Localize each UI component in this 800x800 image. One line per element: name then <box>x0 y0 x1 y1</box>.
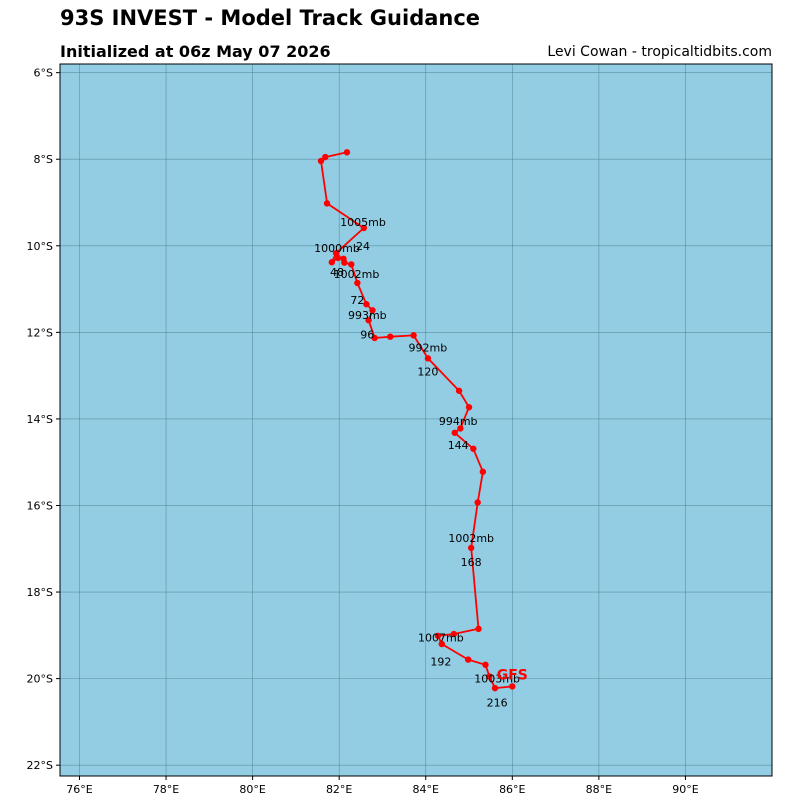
x-tick-label: 76°E <box>66 783 92 796</box>
track-point <box>369 307 376 314</box>
track-annotation: 192 <box>430 655 451 668</box>
track-annotation: 1007mb <box>418 631 464 644</box>
track-annotation: 1000mb <box>314 242 360 255</box>
track-annotation: 216 <box>487 696 508 709</box>
track-point <box>424 355 432 362</box>
track-point <box>328 259 336 266</box>
track-annotation: 1005mb <box>340 216 386 229</box>
track-point <box>348 261 355 268</box>
track-point <box>434 632 442 639</box>
track-annotation: 1002mb <box>334 268 380 281</box>
track-point <box>464 656 472 663</box>
track-point <box>450 630 458 638</box>
y-tick-label: 10°S <box>27 240 53 253</box>
track-point <box>475 625 482 633</box>
chart-subtitle: Initialized at 06z May 07 2026 <box>60 42 331 61</box>
grid-lines <box>60 64 772 776</box>
track-point <box>323 200 331 207</box>
track-point <box>457 425 464 432</box>
track-point <box>467 544 475 552</box>
y-axis: 6°S 8°S 10°S 12°S 14°S 16°S 18°S 20°S 22°S <box>27 67 60 772</box>
track-point <box>470 445 477 452</box>
track-point <box>341 259 348 266</box>
track-point <box>363 301 370 308</box>
track-point <box>486 673 493 680</box>
y-tick-label: 6°S <box>34 67 53 80</box>
y-tick-label: 12°S <box>27 326 53 339</box>
track-annotation: 72 <box>350 294 364 307</box>
track-point <box>509 683 516 690</box>
track-point <box>410 332 417 339</box>
y-tick-label: 20°S <box>27 673 53 686</box>
track-point <box>322 153 329 161</box>
y-tick-label: 16°S <box>27 499 53 512</box>
chart-credit: Levi Cowan - tropicaltidbits.com <box>547 44 772 60</box>
x-tick-label: 88°E <box>586 783 612 796</box>
track-point <box>491 684 499 692</box>
y-tick-label: 22°S <box>27 759 53 772</box>
y-tick-label: 14°S <box>27 413 53 426</box>
map-background <box>60 64 772 776</box>
track-annotation: 144 <box>448 439 469 452</box>
track-annotation: 1002mb <box>448 532 494 545</box>
track-annotation: 120 <box>417 365 438 378</box>
x-axis: 76°E 78°E 80°E 82°E 84°E 86°E 88°E 90°E <box>66 776 699 796</box>
x-tick-label: 78°E <box>153 783 179 796</box>
y-tick-label: 18°S <box>27 586 53 599</box>
track-point <box>365 317 372 324</box>
track-point <box>465 404 473 411</box>
y-tick-label: 8°S <box>34 153 53 166</box>
x-tick-label: 86°E <box>499 783 525 796</box>
track-point <box>343 149 351 156</box>
track-point <box>474 499 481 506</box>
track-point <box>317 157 325 165</box>
x-tick-label: 84°E <box>413 783 439 796</box>
track-annotation: 168 <box>461 556 482 569</box>
track-annotation: 993mb <box>348 309 387 322</box>
track-point <box>334 254 342 262</box>
track-annotation: 96 <box>360 329 374 342</box>
track-point <box>455 387 463 394</box>
track-point <box>371 334 378 342</box>
track-point <box>482 661 489 668</box>
track-point <box>387 333 394 340</box>
x-tick-label: 80°E <box>239 783 265 796</box>
track-point <box>479 468 487 475</box>
track-annotation: 992mb <box>409 342 448 355</box>
track-annotation: 1003mb <box>474 673 520 686</box>
x-tick-label: 82°E <box>326 783 352 796</box>
model-name-label: GFS <box>497 667 528 683</box>
track-series <box>317 149 516 692</box>
plot-frame <box>59 63 773 777</box>
track-point <box>354 279 361 287</box>
track-annotation: 24 <box>356 240 370 253</box>
track-annotations: 1005mb241000mb481002mb72993mb96992mb1209… <box>314 216 528 709</box>
chart-title: 93S INVEST - Model Track Guidance <box>60 6 481 30</box>
track-point <box>438 640 445 648</box>
track-annotation: 48 <box>330 266 344 279</box>
x-tick-label: 90°E <box>672 783 698 796</box>
track-point <box>451 429 458 436</box>
track-annotation: 994mb <box>439 415 478 428</box>
track-point <box>360 224 368 232</box>
